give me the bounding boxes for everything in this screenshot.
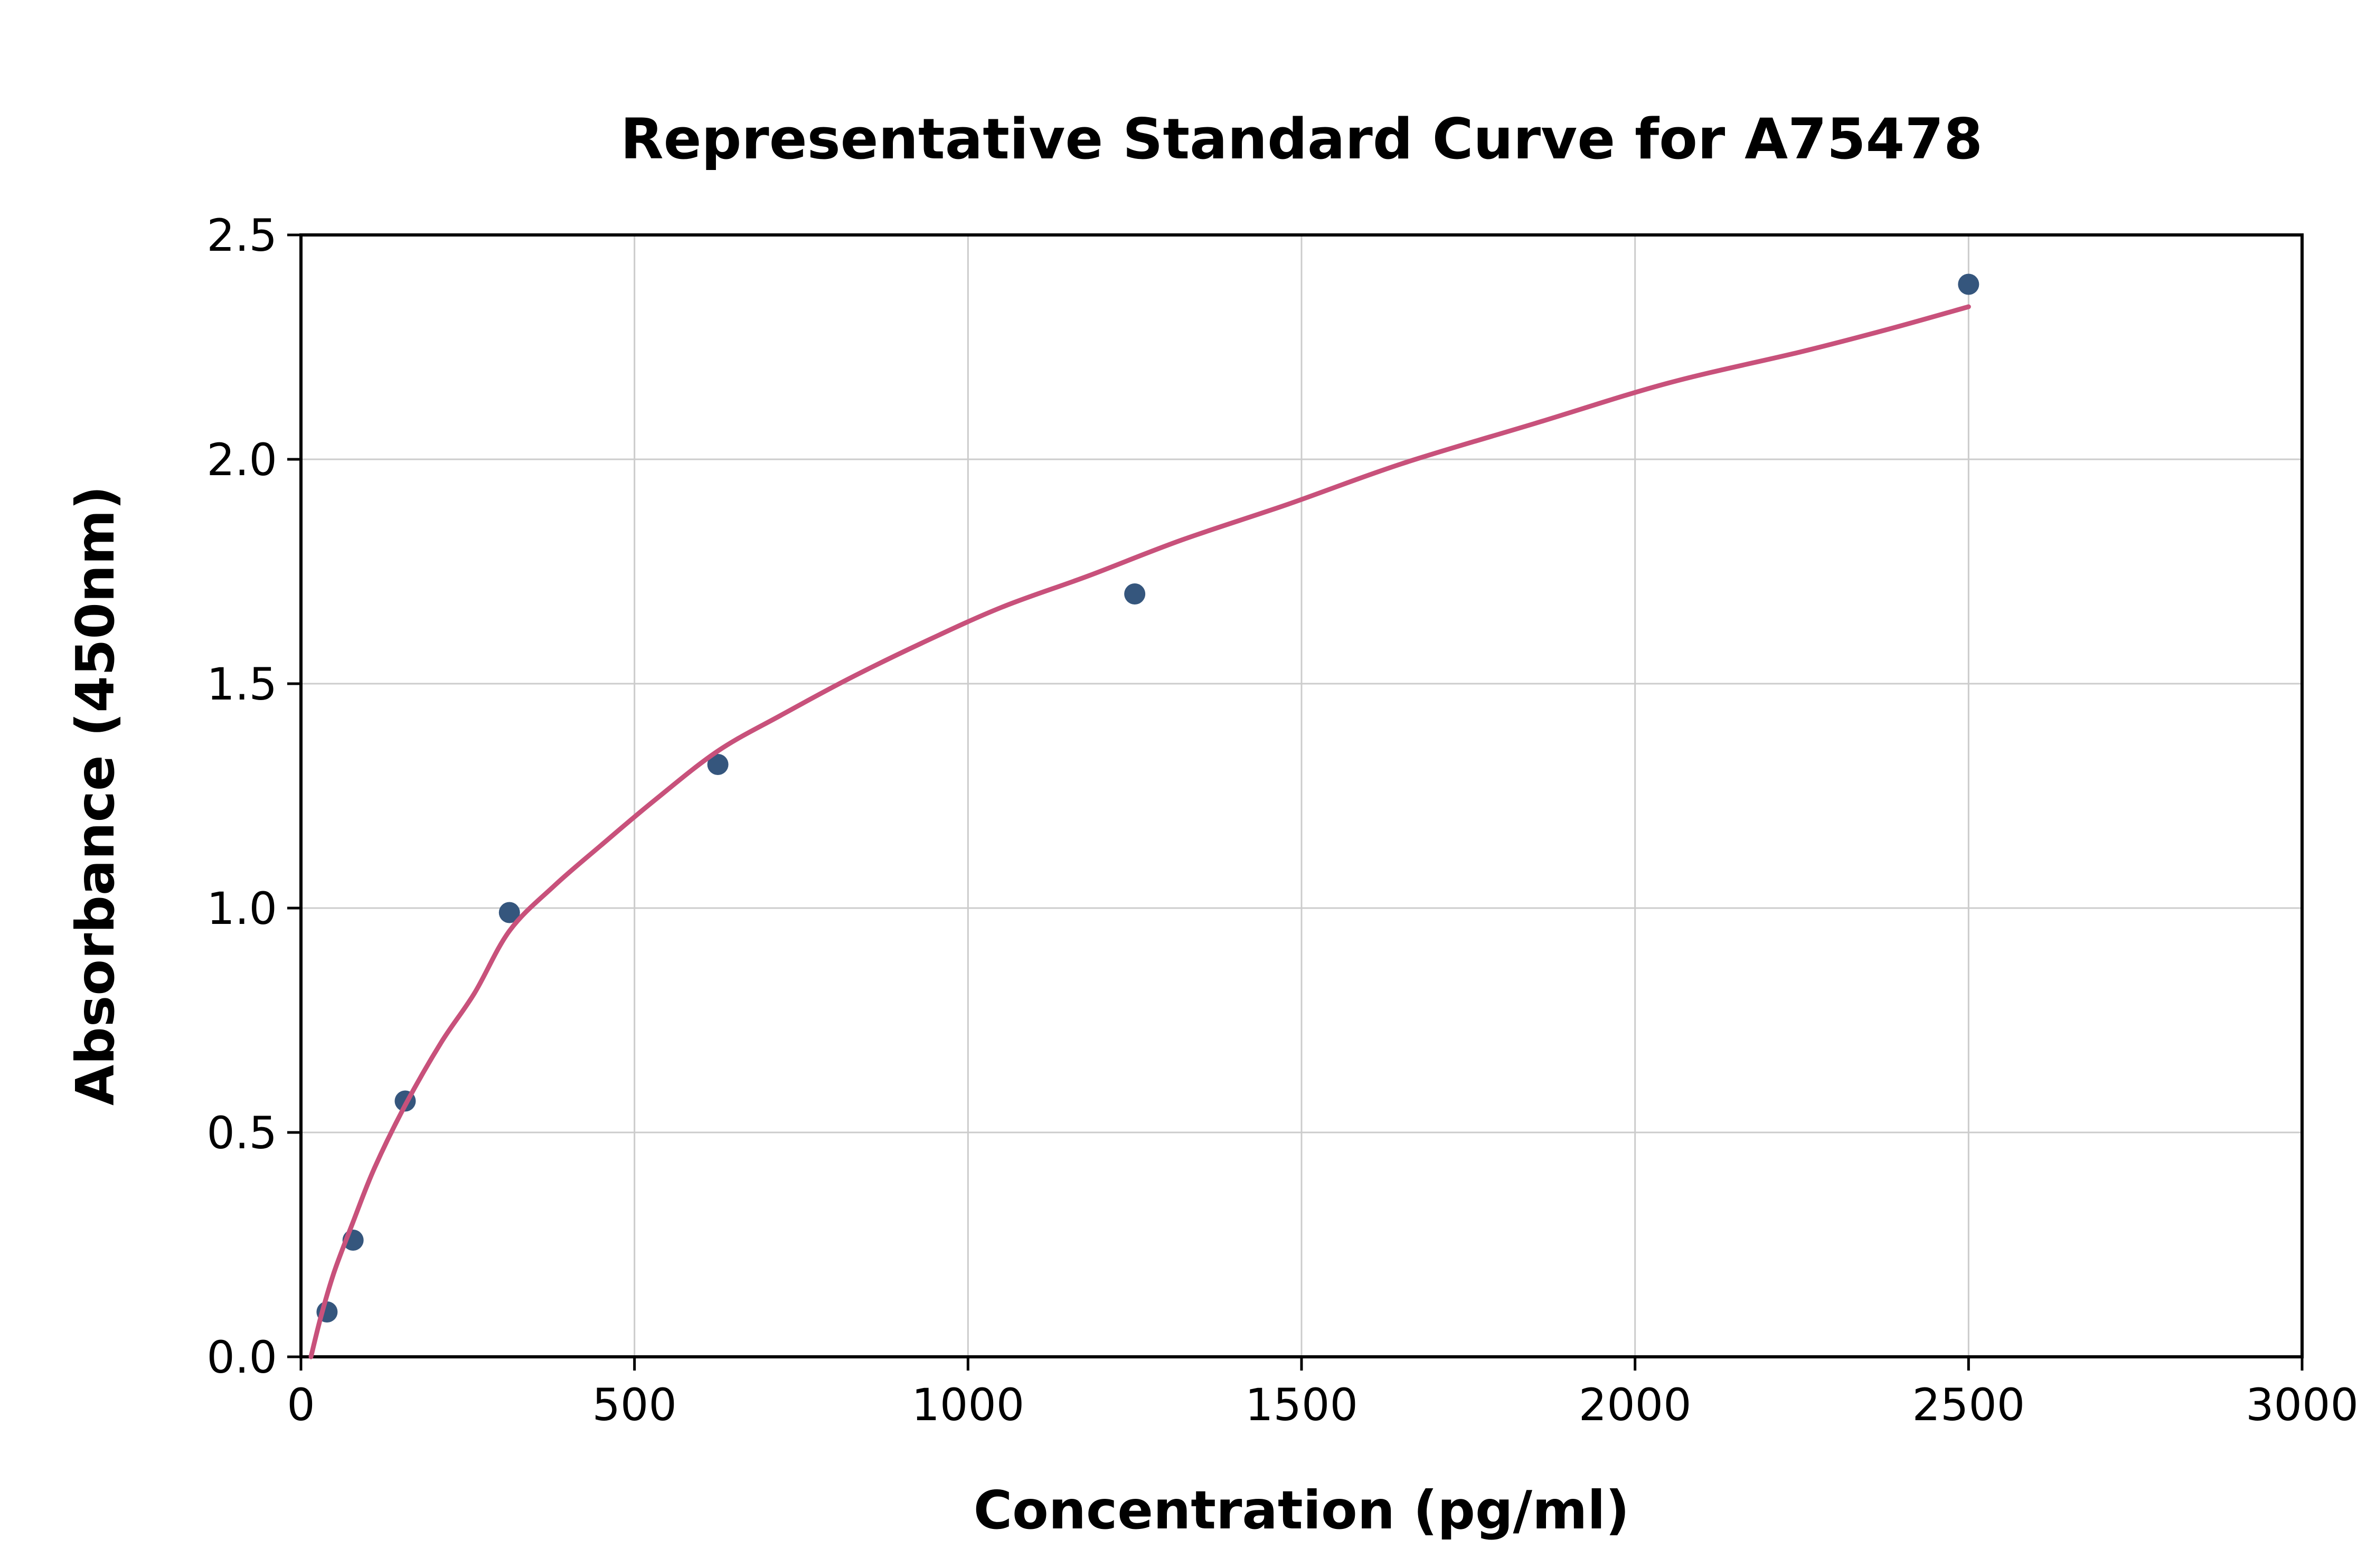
data-point-marker — [707, 754, 729, 775]
y-tick-label: 0.5 — [206, 1107, 277, 1159]
y-tick-label: 2.5 — [206, 210, 277, 261]
y-tick-label: 1.5 — [206, 658, 277, 710]
x-tick-label: 2500 — [1912, 1379, 2025, 1431]
y-tick-label: 0.0 — [206, 1331, 277, 1383]
data-point-marker — [1124, 583, 1146, 604]
y-tick-label: 1.0 — [206, 883, 277, 934]
x-tick-label: 500 — [592, 1379, 676, 1431]
x-tick-label: 0 — [287, 1379, 315, 1431]
y-tick-label: 2.0 — [206, 434, 277, 486]
plot-area: 0 500 1000 1500 2000 2500 3000 0.0 0.5 1.0 1.5 2.0 2… — [206, 210, 2358, 1431]
x-tick-label: 2000 — [1579, 1379, 1692, 1431]
x-tick-label: 1500 — [1245, 1379, 1358, 1431]
x-tick-label: 3000 — [2246, 1379, 2359, 1431]
chart-title: Representative Standard Curve for A75478 — [620, 107, 1983, 172]
data-point-marker — [1958, 273, 1979, 295]
fitted-curve-line — [308, 304, 1971, 1359]
x-tick-label: 1000 — [911, 1379, 1024, 1431]
x-axis-label: Concentration (pg/ml) — [974, 1479, 1630, 1541]
y-axis-label: Absorbance (450nm) — [64, 486, 126, 1106]
data-point-marker — [498, 902, 520, 923]
